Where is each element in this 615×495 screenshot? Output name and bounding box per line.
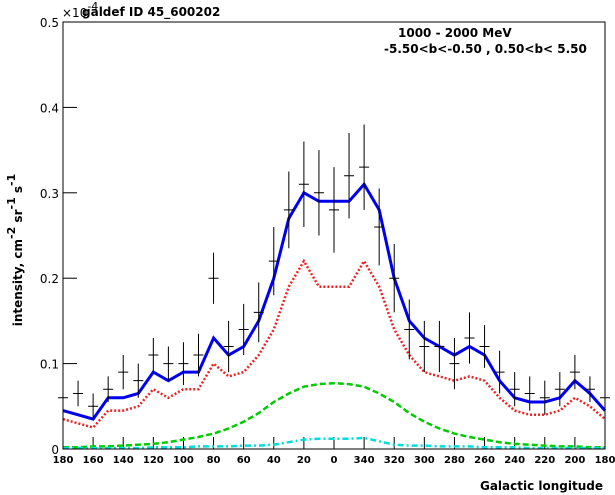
data-point bbox=[208, 252, 219, 304]
x-tick-label: 240 bbox=[504, 455, 525, 466]
y-label-text: sr bbox=[11, 209, 25, 226]
y-tick-label: 0.5 bbox=[40, 16, 59, 30]
data-point bbox=[344, 133, 355, 219]
x-tick-label: 160 bbox=[83, 455, 104, 466]
data-point bbox=[539, 380, 550, 415]
chart-title: galdef ID 45_600202 bbox=[82, 5, 220, 20]
data-point bbox=[88, 393, 99, 420]
y-axis-label: intensity, cm-2 sr-1 s-1 bbox=[5, 174, 25, 327]
data-point bbox=[509, 372, 520, 407]
y-tick-label: 0.1 bbox=[40, 358, 59, 372]
y-label-text: s bbox=[11, 186, 25, 197]
data-point bbox=[359, 124, 370, 210]
y-label-exp: -1 bbox=[5, 197, 18, 209]
data-point bbox=[419, 320, 430, 373]
plot-frame bbox=[62, 21, 606, 450]
data-point bbox=[329, 167, 339, 253]
data-point bbox=[524, 376, 535, 411]
data-point bbox=[103, 376, 114, 403]
y-label-exp: -2 bbox=[5, 227, 18, 239]
series-line bbox=[62, 258, 606, 430]
y-tick-label: 0.2 bbox=[40, 272, 59, 286]
x-tick-label: 120 bbox=[143, 455, 164, 466]
y-tick-label: 0.3 bbox=[40, 187, 59, 201]
data-point bbox=[404, 299, 415, 360]
data-point bbox=[374, 188, 385, 266]
x-tick-label: 60 bbox=[237, 455, 251, 466]
x-tick-label: 40 bbox=[267, 455, 281, 466]
x-tick-label: 280 bbox=[444, 455, 465, 466]
data-point bbox=[253, 282, 264, 343]
series-line bbox=[63, 381, 605, 449]
data-point bbox=[313, 150, 324, 236]
data-point bbox=[479, 325, 490, 368]
data-point bbox=[73, 380, 84, 407]
x-tick-label: 340 bbox=[354, 455, 375, 466]
data-point bbox=[449, 337, 460, 390]
x-tick-label: 320 bbox=[384, 455, 405, 466]
data-point bbox=[283, 171, 294, 249]
data-point bbox=[584, 376, 595, 403]
data-point bbox=[569, 355, 580, 390]
x-tick-label: 300 bbox=[414, 455, 435, 466]
x-tick-label: 220 bbox=[534, 455, 555, 466]
y-multiplier: ×10-4 bbox=[62, 0, 98, 20]
y-tick-label: 0.4 bbox=[40, 101, 59, 115]
data-point bbox=[238, 303, 249, 356]
data-point bbox=[133, 363, 144, 398]
data-point bbox=[434, 320, 445, 373]
data-point bbox=[163, 346, 174, 381]
series-line bbox=[63, 436, 605, 450]
latitude-annotation: -5.50<b<-0.50 , 0.50<b< 5.50 bbox=[384, 42, 587, 56]
x-tick-label: 140 bbox=[113, 455, 134, 466]
data-point bbox=[389, 244, 400, 313]
energy-annotation: 1000 - 2000 MeV bbox=[398, 26, 512, 40]
y-label-text: intensity, cm bbox=[11, 239, 25, 326]
data-point bbox=[464, 312, 475, 364]
data-point bbox=[148, 337, 159, 373]
data-point bbox=[193, 333, 204, 377]
x-tick-label: 80 bbox=[207, 455, 221, 466]
data-point bbox=[118, 355, 129, 390]
x-tick-label: 20 bbox=[297, 455, 311, 466]
multiplier-exponent: -4 bbox=[87, 0, 98, 13]
data-point bbox=[268, 226, 279, 296]
data-point bbox=[178, 342, 189, 385]
x-tick-label: 260 bbox=[474, 455, 495, 466]
x-tick-label: 200 bbox=[564, 455, 585, 466]
x-tick-label: 100 bbox=[173, 455, 194, 466]
multiplier-base: ×10 bbox=[62, 6, 87, 20]
y-label-exp: -1 bbox=[5, 174, 18, 186]
x-tick-label: 0 bbox=[331, 455, 338, 466]
x-axis-label: Galactic longitude bbox=[480, 479, 603, 493]
y-tick-label: 0 bbox=[51, 443, 59, 457]
data-point bbox=[298, 141, 309, 227]
data-point bbox=[554, 372, 565, 407]
x-tick-label: 180 bbox=[595, 455, 615, 466]
data-point bbox=[494, 350, 505, 394]
x-tick-label: 180 bbox=[53, 455, 74, 466]
data-point bbox=[223, 320, 234, 373]
